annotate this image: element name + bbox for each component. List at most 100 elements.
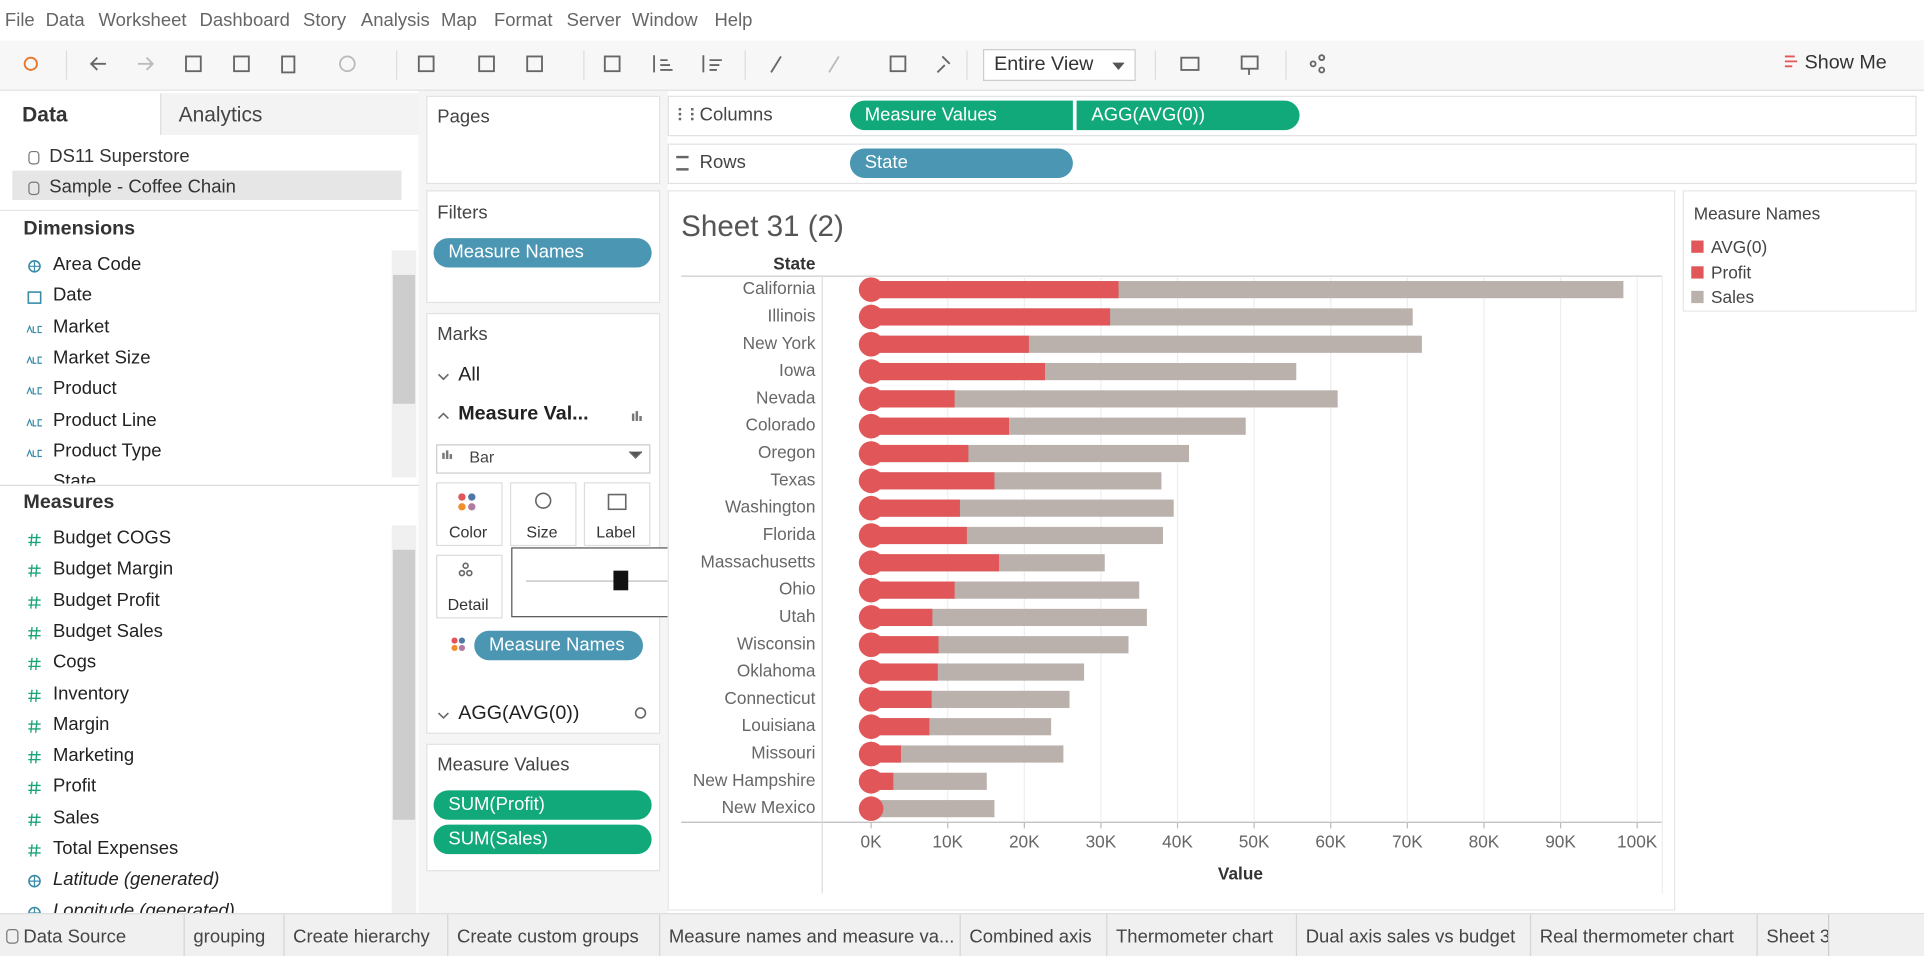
measure-field[interactable]: Total Expenses <box>52 838 179 860</box>
marks-icons <box>437 373 647 720</box>
mark-button-label[interactable]: Size <box>526 522 558 542</box>
filter-pill[interactable]: Measure Names <box>433 238 652 268</box>
dimension-field[interactable]: Market Size <box>0 347 392 374</box>
measure-field[interactable]: Budget Sales <box>52 620 163 642</box>
field-icon <box>28 782 41 795</box>
menu-item[interactable]: Help <box>714 9 753 31</box>
menu-item[interactable]: Worksheet <box>98 9 187 31</box>
bar <box>871 390 1338 408</box>
scrollbar <box>391 525 417 914</box>
circle-mark <box>858 359 884 384</box>
measure-field[interactable]: Latitude (generated) <box>52 869 220 891</box>
field-icon <box>26 448 42 457</box>
dimension-field[interactable]: Product Line <box>0 409 392 436</box>
measure-field[interactable]: Margin <box>52 713 110 735</box>
column-pill[interactable]: Measure Values <box>849 100 1073 131</box>
sheet-tab[interactable]: Data Source <box>23 926 127 948</box>
sheet-tab[interactable]: Create hierarchy <box>293 926 430 948</box>
sheet-tab[interactable]: Create custom groups <box>456 926 639 948</box>
circle-mark <box>858 632 884 658</box>
sheet-tab[interactable]: Measure names and measure va... <box>668 926 955 948</box>
sheet-tab[interactable]: Combined axis <box>969 926 1092 948</box>
menu-item[interactable]: Format <box>493 9 553 31</box>
dimension-field[interactable]: Product <box>0 378 392 405</box>
view-dropdown[interactable]: Entire View <box>982 49 1136 81</box>
show-me[interactable]: Show Me <box>1804 52 1887 74</box>
measure-field[interactable]: Cogs <box>52 651 97 673</box>
legend-label[interactable]: Profit <box>1710 262 1752 282</box>
data-tab[interactable]: Data <box>22 103 68 127</box>
measure-field[interactable]: Budget COGS <box>52 527 172 549</box>
row-pill[interactable]: State <box>849 148 1073 178</box>
measure-field[interactable]: Sales <box>52 807 100 828</box>
dimension-field[interactable]: Area Code <box>0 254 392 281</box>
measure-field[interactable]: Marketing <box>52 745 135 766</box>
legend-label[interactable]: Sales <box>1710 287 1755 307</box>
divider <box>0 209 419 212</box>
sheet-tab[interactable]: Dual axis sales vs budget <box>1305 926 1516 948</box>
field-name: State <box>52 471 97 484</box>
field-icon <box>28 813 41 826</box>
menu-item[interactable]: Map <box>440 9 477 31</box>
sheet-tab[interactable]: Real thermometer chart <box>1539 926 1734 948</box>
circle-mark <box>858 495 884 521</box>
sheet-tab[interactable]: Thermometer chart <box>1116 926 1274 948</box>
measure-pill[interactable]: SUM(Profit) <box>433 790 652 820</box>
mark-button-label[interactable]: Label <box>596 522 636 542</box>
circle-mark <box>858 796 884 821</box>
measure-field[interactable]: Budget Margin <box>52 558 174 580</box>
data-source[interactable]: Sample - Coffee Chain <box>49 176 236 198</box>
bar <box>871 718 930 736</box>
menu-item[interactable]: Dashboard <box>199 9 290 31</box>
tab-separator <box>1106 914 1108 956</box>
dimension-field[interactable]: Date <box>0 285 392 312</box>
tab-separator <box>659 914 661 956</box>
dimensions-header: Dimensions <box>23 218 136 240</box>
field-icon <box>28 626 41 640</box>
toolbar: Entire View Show Me <box>0 40 1924 91</box>
mark-button-label[interactable]: Color <box>448 522 488 542</box>
analytics-tab[interactable]: Analytics <box>178 103 263 127</box>
legend-label[interactable]: AVG(0) <box>1710 236 1768 257</box>
row-label: Wisconsin <box>737 633 816 653</box>
bar <box>871 308 1111 326</box>
color-pill[interactable]: Measure Names <box>474 630 643 661</box>
mark-button-label[interactable]: Detail <box>447 595 489 614</box>
label-button[interactable] <box>583 482 651 547</box>
bar <box>871 390 955 408</box>
data-source[interactable]: DS11 Superstore <box>49 146 190 167</box>
menu-item[interactable]: Analysis <box>360 9 430 31</box>
measure-field[interactable]: Budget Profit <box>52 589 160 611</box>
column-pill[interactable]: AGG(AVG(0)) <box>1076 100 1300 131</box>
toolbar-icons <box>23 50 1798 80</box>
measure-field[interactable]: Longitude (generated) <box>52 900 235 914</box>
measure-field[interactable]: Inventory <box>52 682 129 704</box>
dimension-field[interactable]: Product Type <box>0 440 392 467</box>
tab-buttons <box>1827 914 1924 956</box>
circle-mark <box>858 714 884 739</box>
menu-item[interactable]: Data <box>45 9 85 31</box>
mark-type-dropdown[interactable] <box>436 444 651 474</box>
scrollbar <box>391 250 417 478</box>
field-icon <box>28 875 41 888</box>
field-icon <box>28 595 41 609</box>
row-label: Iowa <box>779 360 816 380</box>
menu-item[interactable]: Server <box>566 9 622 31</box>
dimension-field[interactable]: Market <box>0 316 392 343</box>
bar <box>871 499 960 517</box>
sheet-tab[interactable]: Sheet 3 <box>1766 926 1831 948</box>
bar <box>871 581 955 599</box>
color-button[interactable] <box>436 482 503 547</box>
measure-field[interactable]: Profit <box>52 776 97 797</box>
detail-button[interactable] <box>436 554 503 619</box>
x-tick-label: 100K <box>1617 832 1658 852</box>
measure-pill[interactable]: SUM(Sales) <box>433 824 652 855</box>
bar <box>871 745 1064 763</box>
menu-item[interactable]: Story <box>303 9 347 31</box>
circle-mark <box>858 550 884 576</box>
menu-item[interactable]: File <box>4 9 35 31</box>
sheet-tab[interactable]: grouping <box>193 926 266 948</box>
menu-item[interactable]: Window <box>631 9 698 31</box>
dimension-field[interactable]: State <box>0 471 392 483</box>
field-name: Market <box>52 316 110 337</box>
